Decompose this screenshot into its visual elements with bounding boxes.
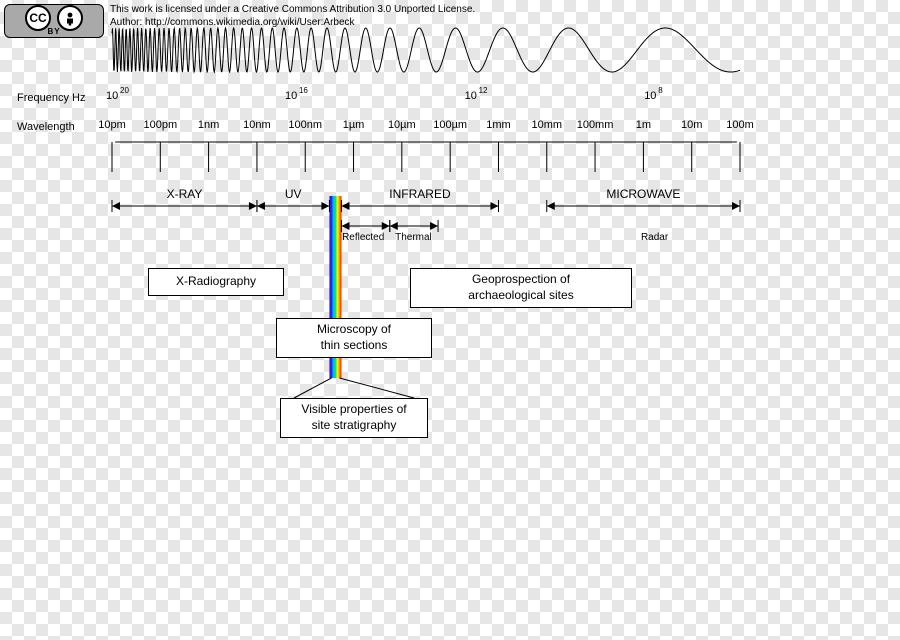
box-visible-properties: Visible properties ofsite stratigraphy bbox=[280, 398, 428, 438]
wavelength-tick-label: 10pm bbox=[98, 119, 126, 131]
wavelength-tick-label: 10nm bbox=[243, 119, 271, 131]
wavelength-tick-label: 1mm bbox=[486, 119, 510, 131]
author-prefix: Author: bbox=[110, 17, 145, 28]
svg-text:16: 16 bbox=[299, 86, 308, 95]
band-uv-label: UV bbox=[285, 187, 302, 201]
wavelength-tick-label: 1m bbox=[636, 119, 651, 131]
subband-thermal-label: Thermal bbox=[395, 232, 432, 243]
band-microwave-label: MICROWAVE bbox=[606, 187, 680, 201]
box-microscopy: Microscopy ofthin sections bbox=[276, 318, 432, 358]
license-line2: Author: http://commons.wikimedia.org/wik… bbox=[110, 17, 475, 30]
svg-text:20: 20 bbox=[120, 86, 129, 95]
box-x-radiography: X-Radiography bbox=[148, 268, 284, 296]
author-url: http://commons.wikimedia.org/wiki/User:A… bbox=[145, 17, 355, 28]
wavelength-tick-label: 100m bbox=[726, 119, 754, 131]
freq-tick: 1012 bbox=[465, 86, 488, 102]
band-x-ray-label: X-RAY bbox=[167, 187, 203, 201]
svg-text:8: 8 bbox=[658, 86, 663, 95]
wavelength-tick-label: 100pm bbox=[143, 119, 177, 131]
wavelength-tick-label: 1nm bbox=[198, 119, 219, 131]
wavelength-tick-label: 100nm bbox=[288, 119, 322, 131]
wave-curve bbox=[112, 28, 740, 72]
box-geoprospection: Geoprospection ofarchaeological sites bbox=[410, 268, 632, 308]
person-glyph-icon bbox=[62, 10, 78, 26]
wavelength-tick-label: 1µm bbox=[343, 119, 365, 131]
license-line1: This work is licensed under a Creative C… bbox=[110, 4, 475, 17]
freq-tick: 1016 bbox=[285, 86, 308, 102]
license-text: This work is licensed under a Creative C… bbox=[110, 4, 475, 29]
wavelength-axis-label: Wavelength bbox=[17, 121, 75, 133]
subband-radar-label: Radar bbox=[641, 232, 669, 243]
frequency-axis-label: Frequency Hz bbox=[17, 92, 85, 104]
visible-callout bbox=[294, 378, 414, 398]
cc-text: CC bbox=[29, 11, 46, 25]
wavelength-tick-label: 10mm bbox=[531, 119, 562, 131]
spectrum-svg: 10201016101210810pm100pm1nm10nm100nm1µm1… bbox=[0, 0, 900, 640]
freq-tick: 1020 bbox=[106, 86, 129, 102]
wavelength-tick-label: 100mm bbox=[577, 119, 614, 131]
diagram-stage: CC BY This work is licensed under a Crea… bbox=[0, 0, 900, 640]
wavelength-tick-label: 10µm bbox=[388, 119, 416, 131]
subband-reflected-label: Reflected bbox=[342, 232, 384, 243]
svg-text:10: 10 bbox=[285, 90, 297, 102]
box-x-radiography-text: X-Radiography bbox=[176, 274, 256, 290]
svg-text:12: 12 bbox=[479, 86, 488, 95]
wavelength-tick-label: 10m bbox=[681, 119, 702, 131]
svg-text:10: 10 bbox=[465, 90, 477, 102]
by-label: BY bbox=[5, 27, 103, 36]
wavelength-tick-label: 100µm bbox=[433, 119, 467, 131]
band-infrared-label: INFRARED bbox=[389, 187, 451, 201]
svg-text:10: 10 bbox=[644, 90, 656, 102]
freq-tick: 108 bbox=[644, 86, 663, 102]
svg-text:10: 10 bbox=[106, 90, 118, 102]
cc-badge: CC BY bbox=[4, 4, 104, 38]
